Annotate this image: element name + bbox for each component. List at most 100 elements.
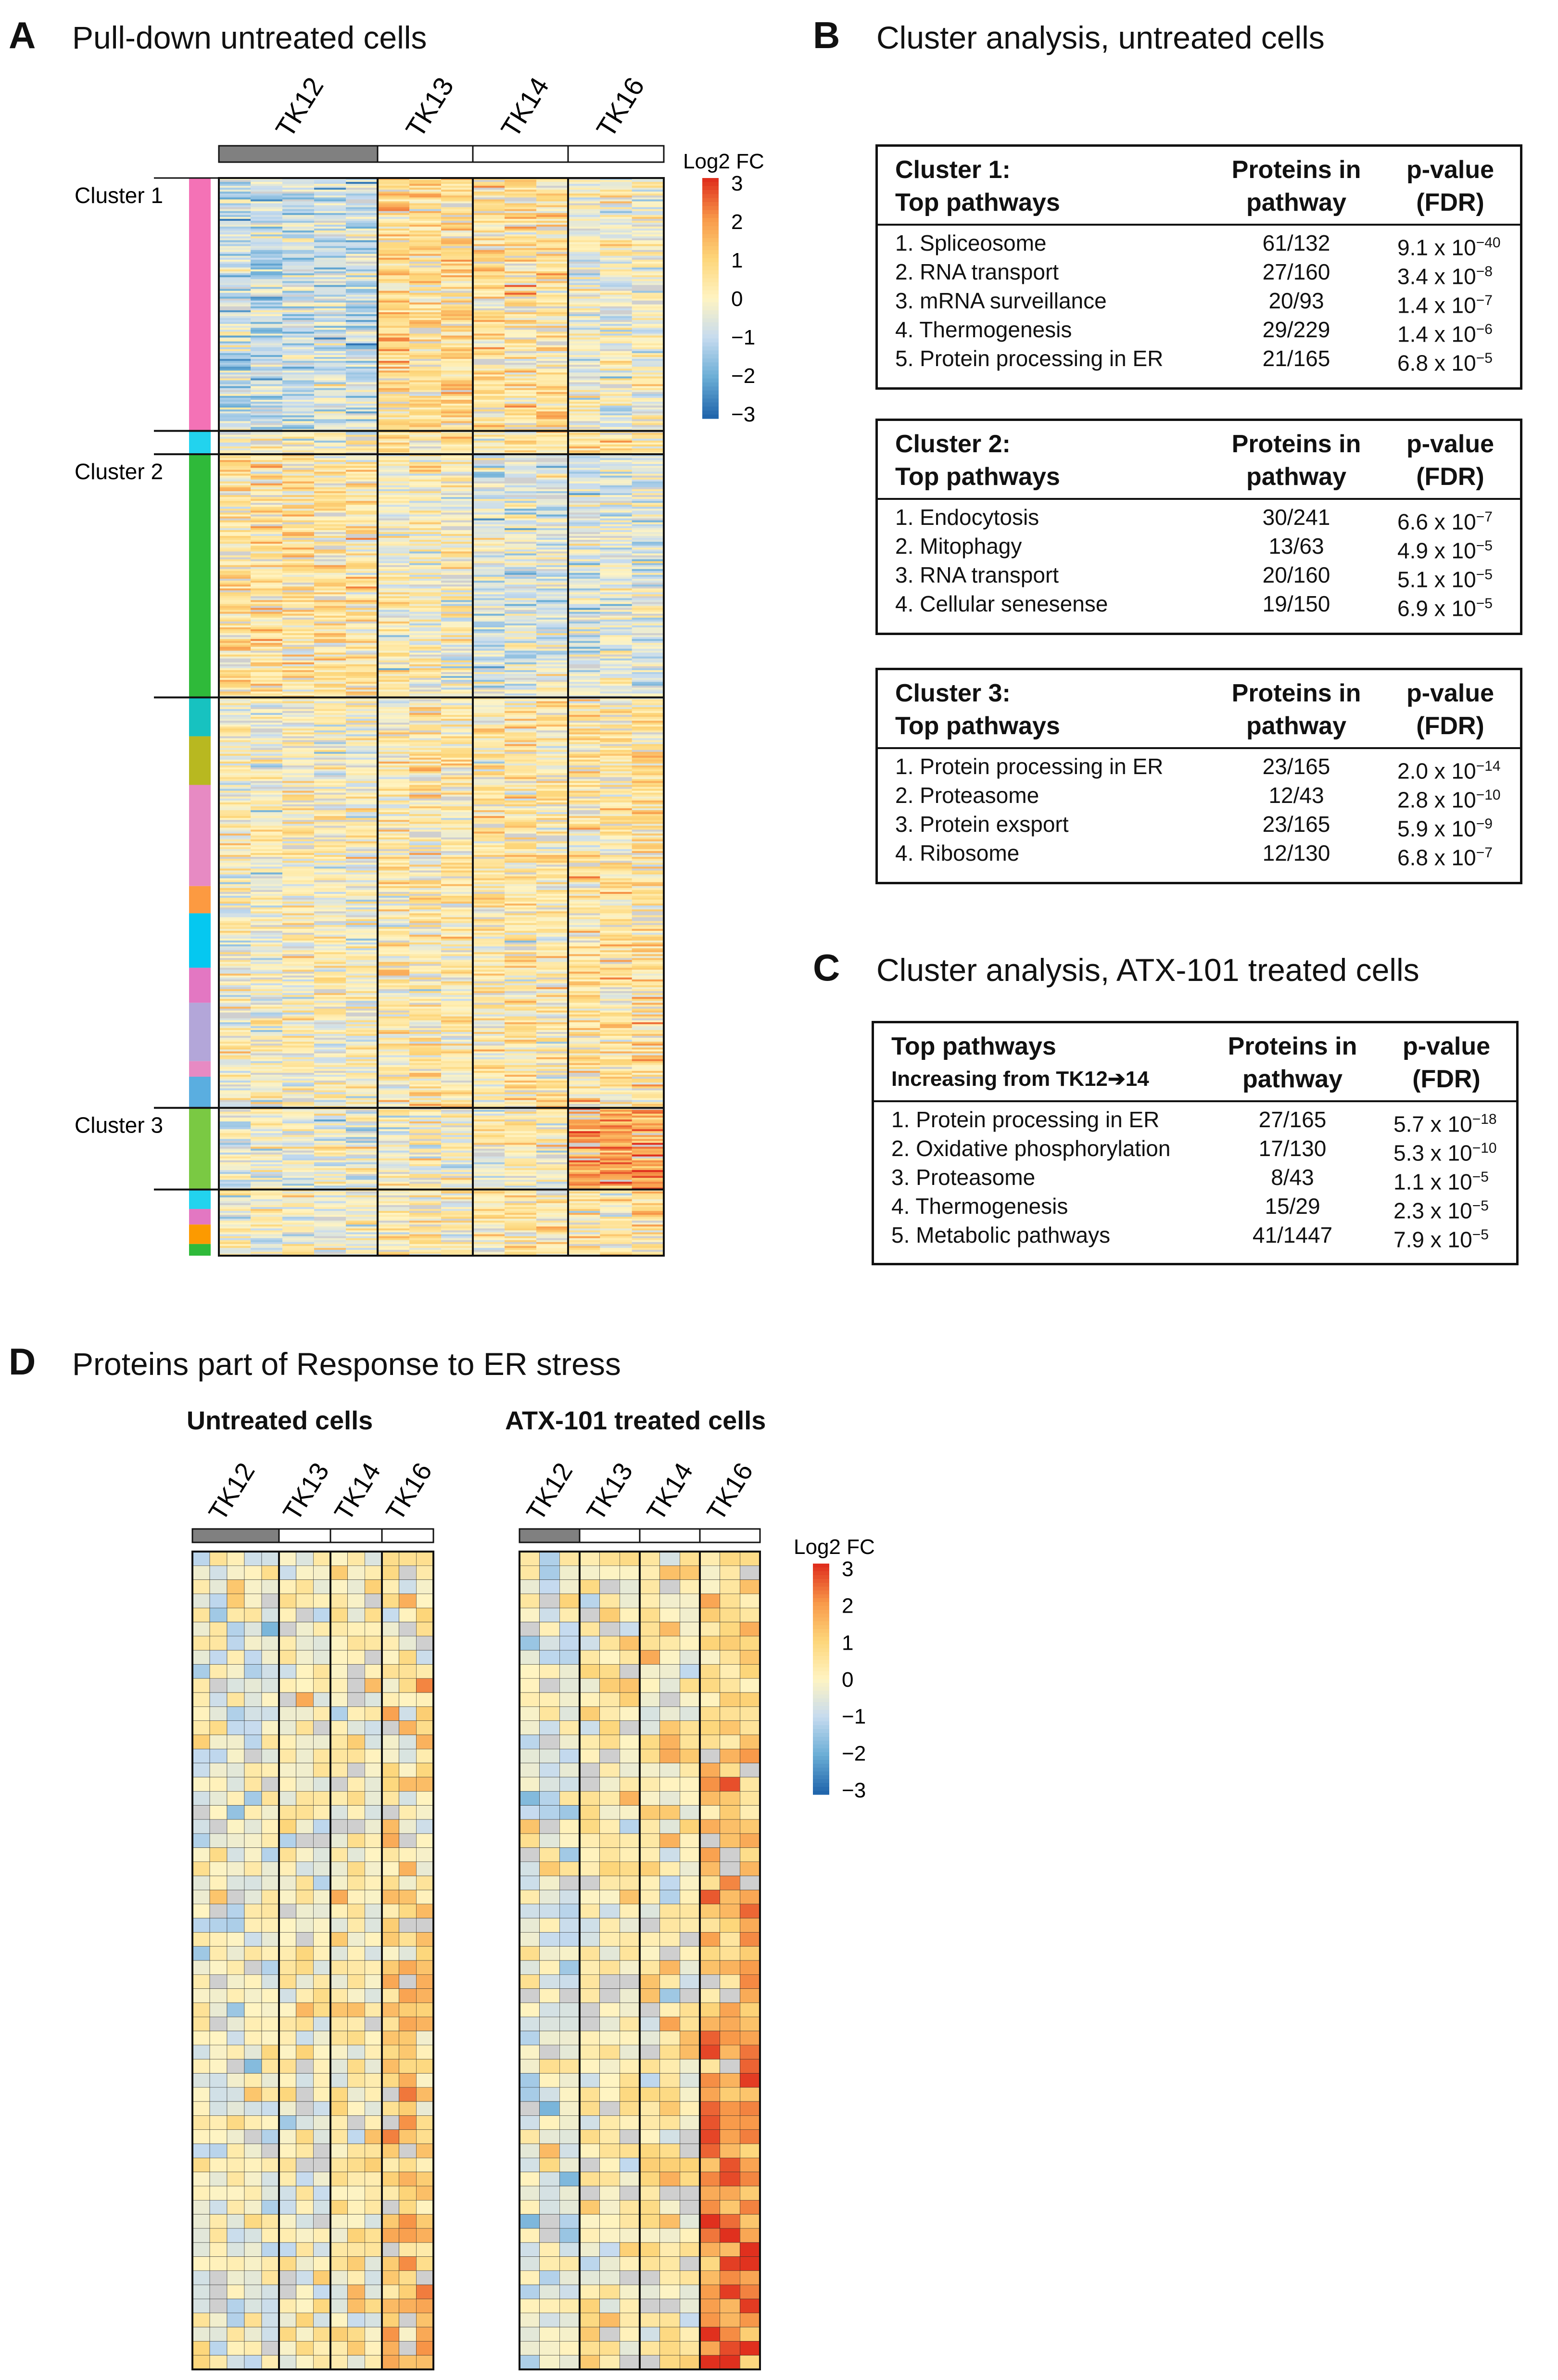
heatmap-a-cell xyxy=(282,448,315,451)
heatmap-a-cell xyxy=(600,199,633,202)
heatmap-a-cell xyxy=(346,438,378,441)
heatmap-a-cell xyxy=(251,180,283,182)
heatmap-a-cell xyxy=(378,824,410,826)
heatmap-a-cell xyxy=(441,406,473,408)
heatmap-a-cell xyxy=(632,234,664,237)
heatmap-a-cell xyxy=(536,670,569,673)
heatmap-a-cell xyxy=(282,417,315,420)
heatmap-a-cell xyxy=(505,306,537,309)
heatmap-a-cell xyxy=(632,254,664,256)
heatmap-a-cell xyxy=(632,542,664,544)
heatmap-a-cell xyxy=(378,423,410,425)
heatmap-a-cell xyxy=(251,308,283,311)
heatmap-a-cell xyxy=(219,293,251,295)
heatmap-a-cell xyxy=(282,335,315,338)
heatmap-a-cell xyxy=(536,757,569,760)
heatmap-a-cell xyxy=(600,629,633,632)
heatmap-a-cell xyxy=(505,785,537,788)
heatmap-a-cell xyxy=(251,868,283,871)
heatmap-a-cell xyxy=(632,820,664,822)
heatmap-a-cell xyxy=(378,468,410,470)
heatmap-a-cell xyxy=(219,855,251,857)
heatmap-a-cell xyxy=(473,868,505,871)
heatmap-a-cell xyxy=(505,734,537,737)
heatmap-a-cell xyxy=(282,273,315,276)
heatmap-a-cell xyxy=(346,234,378,237)
heatmap-a-cell xyxy=(568,326,600,328)
heatmap-a-cell xyxy=(409,458,442,460)
heatmap-a-cell xyxy=(632,740,664,743)
heatmap-a-cell xyxy=(378,281,410,283)
heatmap-a-cell xyxy=(409,359,442,361)
heatmap-a-cell xyxy=(282,209,315,212)
heatmap-a-cell xyxy=(314,406,346,408)
heatmap-a-cell xyxy=(600,686,633,688)
heatmap-a-cell xyxy=(568,347,600,350)
heatmap-a-cell xyxy=(314,861,346,863)
heatmap-a-cell xyxy=(409,652,442,655)
heatmap-a-cell xyxy=(314,384,346,387)
heatmap-a-cell xyxy=(536,547,569,550)
heatmap-a-cell xyxy=(378,227,410,229)
heatmap-a-cell xyxy=(409,330,442,332)
heatmap-a-cell xyxy=(346,220,378,223)
heatmap-a-cell xyxy=(314,765,346,768)
heatmap-a-cell xyxy=(282,259,315,262)
heatmap-a-cell xyxy=(441,714,473,717)
heatmap-a-cell xyxy=(473,466,505,468)
heatmap-a-cell xyxy=(536,436,569,439)
heatmap-a-cell xyxy=(536,781,569,783)
heatmap-a-cell xyxy=(632,571,664,573)
heatmap-a-cell xyxy=(314,255,346,258)
heatmap-a-cell xyxy=(378,246,410,249)
heatmap-a-cell xyxy=(346,300,378,303)
heatmap-a-cell xyxy=(441,254,473,256)
heatmap-a-cell xyxy=(378,353,410,356)
heatmap-a-cell xyxy=(409,714,442,717)
heatmap-a-cell xyxy=(600,188,633,190)
heatmap-a-cell xyxy=(505,199,537,202)
heatmap-a-cell xyxy=(473,277,505,280)
heatmap-a-cell xyxy=(505,583,537,585)
heatmap-a-cell xyxy=(473,528,505,531)
heatmap-a-cell xyxy=(346,824,378,826)
heatmap-a-cell xyxy=(314,682,346,684)
heatmap-a-cell xyxy=(314,211,346,214)
heatmap-a-cell xyxy=(441,792,473,795)
heatmap-a-cell xyxy=(314,308,346,311)
heatmap-a-cell xyxy=(409,676,442,678)
heatmap-a-cell xyxy=(409,372,442,375)
heatmap-a-cell xyxy=(314,610,346,612)
heatmap-a-cell xyxy=(441,528,473,531)
heatmap-a-cell xyxy=(473,341,505,344)
heatmap-a-cell xyxy=(282,322,315,324)
heatmap-a-cell xyxy=(600,312,633,315)
heatmap-a-cell xyxy=(473,491,505,494)
heatmap-a-cell xyxy=(536,223,569,225)
heatmap-a-cell xyxy=(378,188,410,190)
heatmap-a-cell xyxy=(536,427,569,430)
heatmap-a-cell xyxy=(505,236,537,239)
heatmap-a-cell xyxy=(314,423,346,425)
heatmap-a-cell xyxy=(568,583,600,585)
heatmap-a-cell xyxy=(505,853,537,855)
heatmap-a-cell xyxy=(632,454,664,457)
heatmap-a-cell xyxy=(282,719,315,721)
heatmap-a-cell xyxy=(314,574,346,577)
heatmap-a-cell xyxy=(441,343,473,346)
heatmap-a-cell xyxy=(219,302,251,305)
heatmap-a-cell xyxy=(282,812,315,815)
heatmap-a-cell xyxy=(314,458,346,460)
heatmap-a-cell xyxy=(600,734,633,737)
heatmap-a-cell xyxy=(600,378,633,381)
heatmap-a-cell xyxy=(632,814,664,816)
heatmap-a-cell xyxy=(632,220,664,223)
heatmap-a-cell xyxy=(632,483,664,486)
heatmap-a-cell xyxy=(251,532,283,535)
heatmap-a-cell xyxy=(536,277,569,280)
heatmap-a-cell xyxy=(409,367,442,369)
heatmap-a-cell xyxy=(441,705,473,708)
heatmap-a-cell xyxy=(346,302,378,305)
heatmap-a-cell xyxy=(378,466,410,468)
heatmap-a-cell xyxy=(346,514,378,517)
